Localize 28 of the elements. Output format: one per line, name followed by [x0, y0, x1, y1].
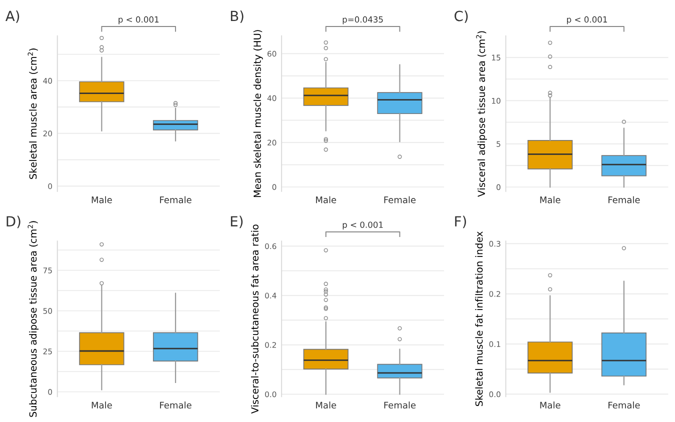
x-tick-label: Male	[316, 196, 336, 204]
x-tick-label: Male	[540, 402, 560, 409]
chart-title: B)	[230, 10, 244, 23]
y-axis-title: Skeletal muscle fat infiltration index	[475, 231, 483, 406]
y-axis-title: Skeletal muscle area (cm$^{2}$)	[28, 48, 38, 179]
chart-title: D)	[6, 216, 20, 228]
x-tick-label: Male	[92, 402, 112, 409]
text: p < 0.001	[567, 16, 607, 24]
x-tick-label: Female	[384, 196, 416, 204]
x-tick-label: Male	[92, 196, 112, 204]
x-tick-label: Female	[160, 196, 192, 204]
text: p=0.0435	[342, 16, 383, 24]
x-tick-label: Female	[160, 402, 192, 409]
y-axis-title: Visceral-to-subcutaneous fat area ratio	[250, 224, 259, 414]
x-tick-label: Male	[316, 402, 336, 409]
chart-title: A)	[5, 10, 20, 23]
chart-title: E)	[230, 216, 243, 228]
x-tick-label: Male	[540, 196, 560, 204]
text: p < 0.001	[118, 16, 159, 24]
chart-title: F)	[455, 216, 466, 228]
y-axis-title: Subcutaneous adipose tissue area (cm$^{2}$)	[28, 221, 39, 417]
y-axis-title: Visceral adipose tissue area (cm$^{2}$)	[476, 31, 487, 197]
x-tick-label: Female	[384, 402, 416, 409]
x-tick-label: Female	[608, 196, 640, 204]
y-axis-title: Mean skeletal muscle density (HU)	[253, 30, 263, 198]
chart-title: C)	[454, 10, 468, 23]
x-tick-label: Female	[608, 402, 640, 409]
text: p < 0.001	[342, 222, 383, 230]
